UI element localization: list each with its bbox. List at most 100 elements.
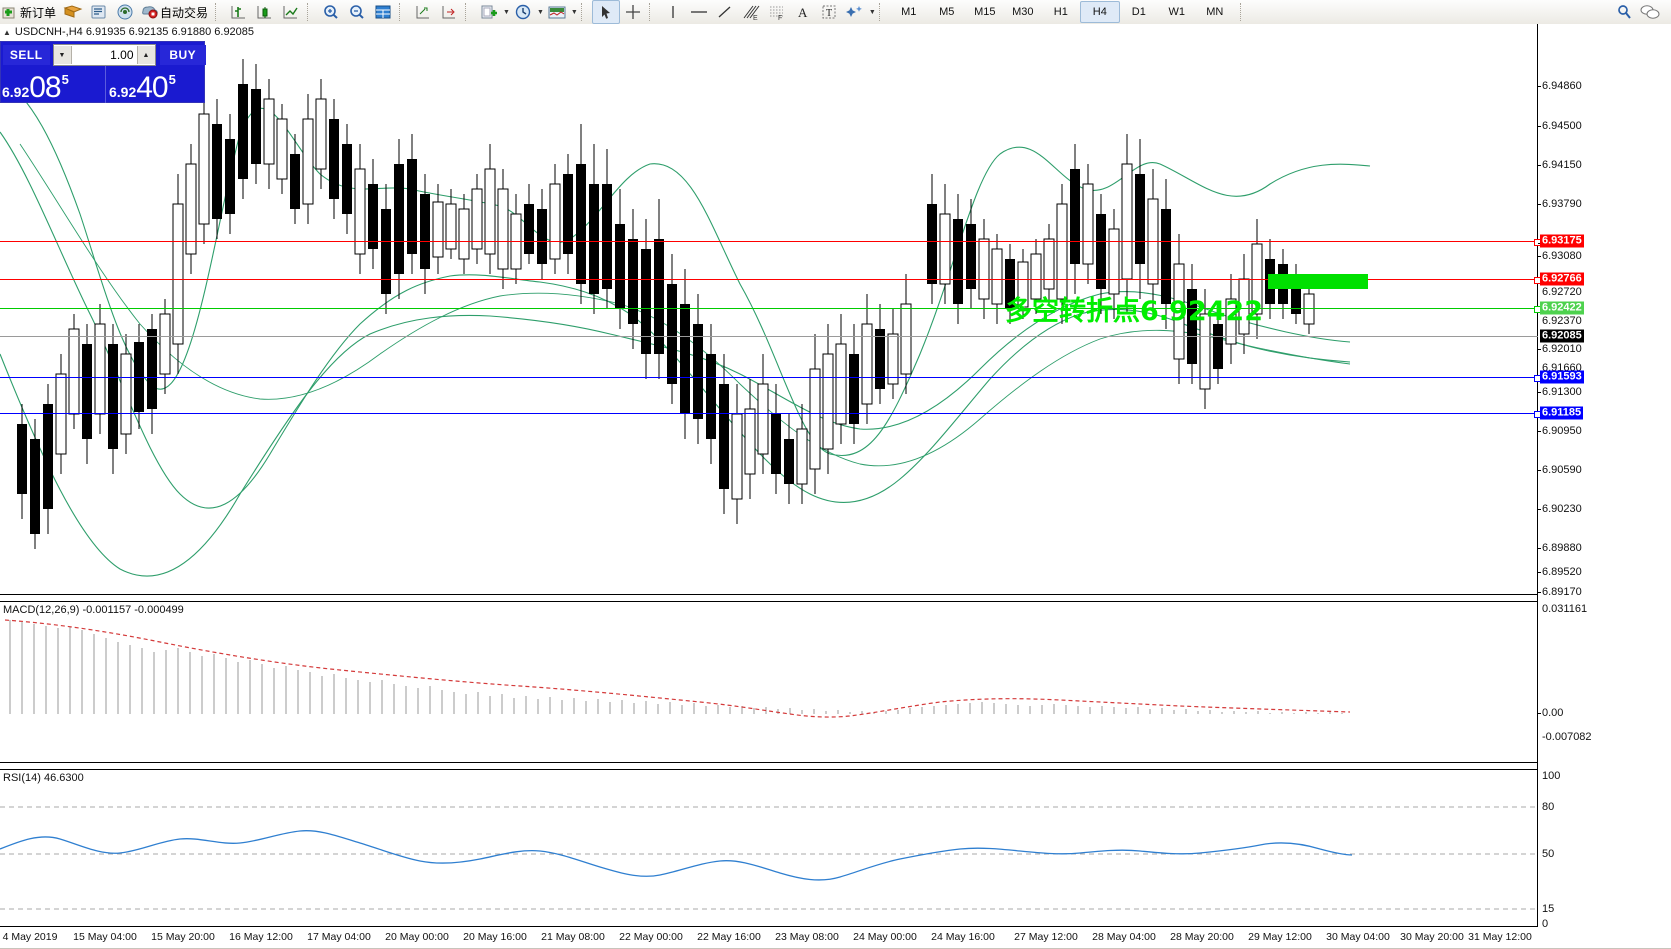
price-tick xyxy=(1538,592,1541,593)
price-label: 6.94860 xyxy=(1542,80,1582,92)
fibonacci-icon[interactable]: F xyxy=(764,1,790,23)
time-label: 28 May 20:00 xyxy=(1170,931,1234,943)
folder-icon[interactable] xyxy=(60,1,86,23)
lot-decrement-button[interactable]: ▼ xyxy=(53,46,72,64)
cursor-icon[interactable] xyxy=(591,0,620,24)
crosshair-icon[interactable] xyxy=(620,1,646,23)
macd-tick xyxy=(1538,713,1541,714)
price-tick xyxy=(1538,392,1541,393)
level-line-6-91593[interactable] xyxy=(0,375,1541,382)
level-label-6-91185[interactable]: 6.91185 xyxy=(1540,406,1584,420)
main-toolbar: 新订单 自动交易 ▼ ▼ xyxy=(0,0,1671,25)
tab-timeframe-h1[interactable]: H1 xyxy=(1053,6,1068,18)
time-axis[interactable]: 4 May 2019 15 May 04:00 15 May 20:00 16 … xyxy=(0,927,1538,949)
time-label: 22 May 00:00 xyxy=(619,931,683,943)
templates-dropdown[interactable]: ▼ xyxy=(570,8,578,16)
level-line-6-93175[interactable] xyxy=(0,239,1541,246)
price-label: 6.89520 xyxy=(1542,566,1582,578)
tab-timeframe-w1[interactable]: W1 xyxy=(1168,6,1186,18)
one-click-trading-panel[interactable]: SELL ▼ 1.00 ▲ BUY 6.92 08 5 6.92 40 5 xyxy=(0,41,206,103)
level-line-6-91185[interactable] xyxy=(0,411,1541,418)
autotrade-label: 自动交易 xyxy=(160,5,209,20)
sell-price-prefix: 6.92 xyxy=(2,84,30,100)
collapse-arrow-icon[interactable]: ▲ xyxy=(3,28,11,37)
tab-timeframe-d1[interactable]: D1 xyxy=(1131,6,1146,18)
toolbar-separator xyxy=(1239,3,1248,21)
toolbar-separator xyxy=(465,3,473,21)
time-label: 23 May 08:00 xyxy=(775,931,839,943)
period-dropdown[interactable]: ▼ xyxy=(536,8,544,16)
time-label: 27 May 12:00 xyxy=(1014,931,1078,943)
level-label-6-92766[interactable]: 6.92766 xyxy=(1540,272,1584,286)
period-icon[interactable] xyxy=(510,1,536,23)
level-label-6-91593[interactable]: 6.91593 xyxy=(1540,370,1584,384)
lot-size-input[interactable]: 1.00 xyxy=(71,46,137,64)
level-label-6-92422[interactable]: 6.92422 xyxy=(1540,301,1584,315)
rsi-pane-divider xyxy=(0,762,1538,763)
price-tick xyxy=(1538,256,1541,257)
new-order-button[interactable]: 新订单 xyxy=(0,1,60,23)
buy-button[interactable]: BUY xyxy=(159,45,206,65)
toolbar-separator xyxy=(215,3,223,21)
time-label: 29 May 12:00 xyxy=(1248,931,1312,943)
price-label: 6.91300 xyxy=(1542,386,1582,398)
add-indicator-icon[interactable] xyxy=(476,1,502,23)
price-label: 6.90950 xyxy=(1542,425,1582,437)
time-label: 31 May 12:00 xyxy=(1468,931,1532,943)
signals-icon[interactable] xyxy=(112,1,138,23)
lot-size-stepper[interactable]: ▼ 1.00 ▲ xyxy=(52,44,156,66)
news-icon[interactable] xyxy=(86,1,112,23)
time-label: 20 May 00:00 xyxy=(385,931,449,943)
chart-annotation-text[interactable]: 多空转折点6.92422 xyxy=(1005,296,1263,327)
tab-timeframe-mn[interactable]: MN xyxy=(1206,6,1224,18)
price-tick xyxy=(1538,548,1541,549)
hline-icon[interactable] xyxy=(686,1,712,23)
level-label-6-93175[interactable]: 6.93175 xyxy=(1540,234,1584,248)
templates-icon[interactable] xyxy=(544,1,570,23)
lot-increment-button[interactable]: ▲ xyxy=(136,46,155,64)
vline-icon[interactable] xyxy=(660,1,686,23)
buy-price-display[interactable]: 6.92 40 5 xyxy=(105,66,205,103)
chart-canvas[interactable]: 多空转折点6.92422 MACD(12,26,9) -0.001157 -0.… xyxy=(0,24,1671,949)
shapes-dropdown[interactable]: ▼ xyxy=(868,8,876,16)
candlestick-chart-icon[interactable] xyxy=(252,1,278,23)
macd-pane-bottom xyxy=(0,601,1538,602)
tab-timeframe-m30[interactable]: M30 xyxy=(1012,6,1034,18)
line-chart-icon[interactable] xyxy=(278,1,304,23)
autotrade-button[interactable]: 自动交易 xyxy=(138,1,212,23)
sell-button[interactable]: SELL xyxy=(3,45,50,65)
price-tick xyxy=(1538,572,1541,573)
price-scale-axis xyxy=(1537,24,1538,927)
chat-icon[interactable] xyxy=(1637,1,1663,23)
zoom-in-icon[interactable] xyxy=(318,1,344,23)
buy-price-fraction: 5 xyxy=(168,72,176,87)
svg-text:T: T xyxy=(826,8,832,19)
text-label-icon[interactable]: T xyxy=(816,1,842,23)
auto-scroll-icon[interactable] xyxy=(436,1,462,23)
time-label: 16 May 12:00 xyxy=(229,931,293,943)
tab-timeframe-m5[interactable]: M5 xyxy=(939,6,955,18)
rsi-indicator-label: RSI(14) 46.6300 xyxy=(3,772,84,784)
tab-timeframe-m1[interactable]: M1 xyxy=(901,6,917,18)
text-icon[interactable]: A xyxy=(790,1,816,23)
tab-timeframe-m15[interactable]: M15 xyxy=(974,6,996,18)
add-indicator-dropdown[interactable]: ▼ xyxy=(503,8,510,16)
trendline-icon[interactable] xyxy=(712,1,738,23)
symbol-info-bar: ▲ USDCNH-,H4 6.91935 6.92135 6.91880 6.92… xyxy=(0,26,1671,39)
green-zone-marker[interactable] xyxy=(1268,274,1368,289)
search-icon[interactable] xyxy=(1611,1,1637,23)
sell-price-display[interactable]: 6.92 08 5 xyxy=(2,66,102,103)
macd-indicator-label: MACD(12,26,9) -0.001157 -0.000499 xyxy=(3,604,184,616)
shapes-icon[interactable] xyxy=(842,1,868,23)
level-line-6-92422[interactable] xyxy=(0,306,1541,313)
zoom-out-icon[interactable] xyxy=(344,1,370,23)
rsi-scale-label: 80 xyxy=(1542,801,1555,813)
tab-timeframe-h4[interactable]: H4 xyxy=(1079,1,1120,23)
bar-chart-icon[interactable] xyxy=(226,1,252,23)
time-label: 21 May 08:00 xyxy=(541,931,605,943)
equidistant-channel-icon[interactable]: E xyxy=(738,1,764,23)
data-window-icon[interactable] xyxy=(370,1,396,23)
price-pane xyxy=(0,59,1371,577)
svg-text:F: F xyxy=(778,15,782,21)
shift-chart-icon[interactable] xyxy=(410,1,436,23)
